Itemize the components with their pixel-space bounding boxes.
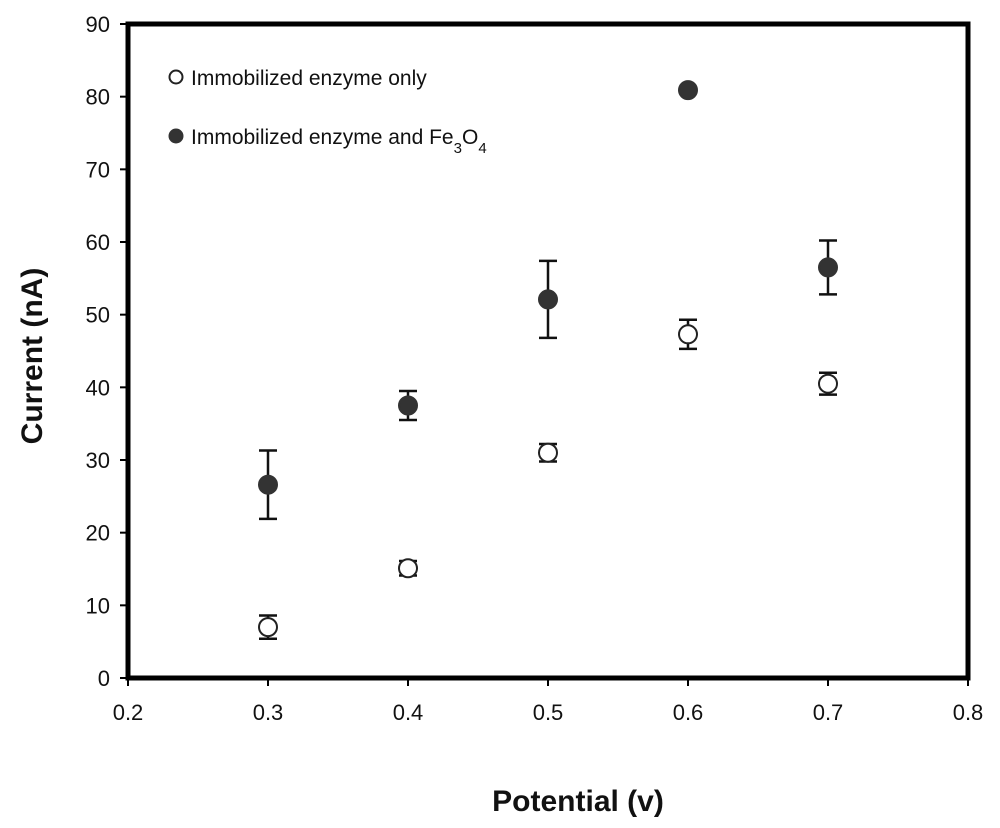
y-tick-label: 70 xyxy=(86,157,110,182)
data-point xyxy=(678,80,698,101)
y-tick-label: 40 xyxy=(86,375,110,400)
legend-marker xyxy=(168,128,184,144)
y-tick-label: 10 xyxy=(86,593,110,618)
legend-marker xyxy=(168,69,184,85)
data-point xyxy=(258,617,278,638)
data-point xyxy=(538,442,558,463)
data-point xyxy=(678,324,698,345)
legend-label-subscript: 4 xyxy=(478,140,486,157)
x-axis-title: Potential (v) xyxy=(492,785,664,818)
x-tick-label: 0.2 xyxy=(113,700,144,725)
plot-area-frame xyxy=(125,21,971,681)
y-tick-label: 90 xyxy=(86,12,110,37)
data-point xyxy=(818,373,838,394)
y-tick-label: 50 xyxy=(86,303,110,328)
x-tick-label: 0.5 xyxy=(533,700,564,725)
y-axis-title: Current (nA) xyxy=(16,268,49,445)
x-tick-label: 0.3 xyxy=(253,700,284,725)
legend-label-part: O xyxy=(462,126,478,149)
data-point xyxy=(258,474,278,495)
data-point xyxy=(538,289,558,310)
series-2 xyxy=(258,80,838,521)
y-tick-label: 60 xyxy=(86,230,110,255)
series-1 xyxy=(258,318,838,641)
y-tick-label: 0 xyxy=(98,666,110,691)
legend-label-part: Immobilized enzyme and Fe xyxy=(191,126,454,149)
x-tick-label: 0.7 xyxy=(813,700,844,725)
y-tick-label: 30 xyxy=(86,448,110,473)
legend-label: Immobilized enzyme only xyxy=(191,67,427,90)
legend-label: Immobilized enzyme and Fe3O4 xyxy=(191,126,487,157)
data-point xyxy=(398,558,418,579)
x-tick-label: 0.4 xyxy=(393,700,424,725)
x-tick-label: 0.6 xyxy=(673,700,704,725)
legend-label-subscript: 3 xyxy=(454,140,462,157)
legend: Immobilized enzyme only Immobilized enzym… xyxy=(168,67,487,157)
ticks-layer: 0.2 0.3 0.4 0.5 0.6 0.7 0.8 0 10 20 30 40 50 60 70 80 90 xyxy=(86,12,984,725)
x-tick-label: 0.8 xyxy=(953,700,984,725)
data-point xyxy=(818,257,838,278)
marks-layer xyxy=(258,80,838,641)
y-tick-label: 80 xyxy=(86,85,110,110)
y-tick-label: 20 xyxy=(86,521,110,546)
data-point xyxy=(398,395,418,416)
